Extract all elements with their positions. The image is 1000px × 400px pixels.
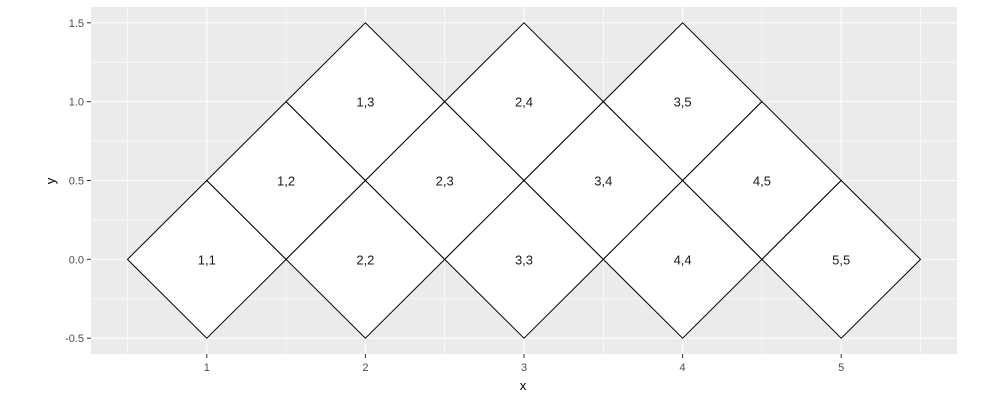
x-tick-label: 4	[680, 362, 686, 374]
tile-label: 5,5	[832, 252, 850, 267]
tile-label: 1,1	[198, 252, 216, 267]
x-tick-label: 5	[838, 362, 844, 374]
tile-label: 2,4	[515, 95, 533, 110]
tile-label: 2,3	[436, 174, 454, 189]
tile-label: 4,5	[753, 174, 771, 189]
x-tick-label: 1	[204, 362, 210, 374]
y-tick-label: 1.0	[69, 97, 84, 109]
y-axis-title: y	[43, 177, 58, 184]
y-axis: -0.5 0.0 0.5 1.0 1.5	[65, 18, 91, 345]
x-tick-label: 3	[521, 362, 527, 374]
tile-label: 1,3	[356, 95, 374, 110]
tile-label: 3,4	[594, 174, 612, 189]
tile-labels: 1,1 1,2 1,3 2,2 2,3 2,4 3,3 3,4 3,5 4,4 4,5 5,5	[198, 95, 851, 268]
x-axis-title: x	[520, 378, 527, 393]
x-axis: 1 2 3 4 5	[204, 354, 844, 374]
tile-label: 3,5	[674, 95, 692, 110]
tiles	[126, 22, 922, 339]
y-tick-label: 0.5	[69, 176, 84, 188]
x-tick-label: 2	[362, 362, 368, 374]
y-tick-label: 1.5	[69, 18, 84, 30]
y-tick-label: -0.5	[65, 333, 84, 345]
tile-label: 3,3	[515, 252, 533, 267]
y-tick-label: 0.0	[69, 254, 84, 266]
tile-label: 1,2	[277, 174, 295, 189]
tile-label: 4,4	[674, 252, 692, 267]
tile-5-5	[761, 179, 922, 339]
tile-label: 2,2	[356, 252, 374, 267]
